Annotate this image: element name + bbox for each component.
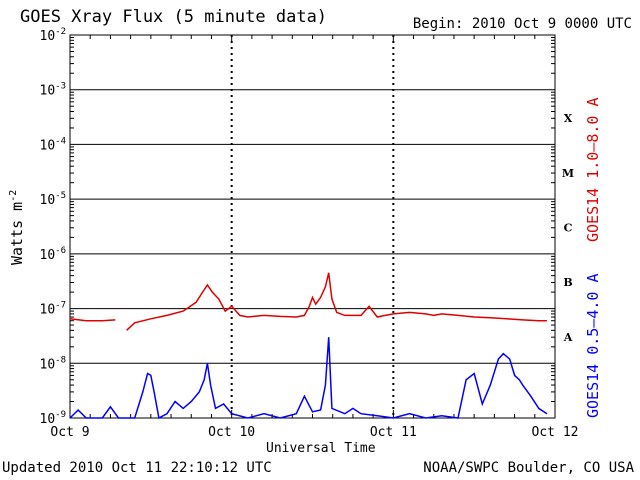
flare-class-label: M — [562, 167, 574, 180]
y-tick-label: 10-6 — [40, 246, 67, 263]
y-tick-label: 10-3 — [40, 82, 67, 99]
x-tick-label: Oct 11 — [370, 425, 417, 440]
y-tick-exponent: -5 — [55, 191, 66, 201]
plot-frame — [69, 34, 556, 419]
y-axis-label: Watts m-2 — [8, 190, 26, 265]
updated-timestamp: Updated 2010 Oct 11 22:10:12 UTC — [2, 460, 272, 476]
source-credit: NOAA/SWPC Boulder, CO USA — [423, 460, 634, 476]
y-tick-exponent: -3 — [55, 82, 66, 92]
x-tick-label: Oct 9 — [50, 425, 89, 440]
short-wave-series-label: GOES14 0.5–4.0 A — [584, 273, 602, 419]
y-tick-label: 10-5 — [40, 191, 67, 208]
y-tick-label: 10-7 — [40, 301, 67, 318]
series-long-wave-line — [69, 272, 547, 331]
y-tick-exponent: -4 — [55, 136, 66, 146]
chart-title: GOES Xray Flux (5 minute data) — [20, 7, 328, 27]
y-tick-label: 10-4 — [40, 136, 67, 153]
flare-class-label: A — [563, 331, 573, 344]
y-tick-exponent: -6 — [55, 246, 66, 256]
y-tick-exponent: -7 — [55, 301, 66, 311]
x-tick-label: Oct 12 — [532, 425, 579, 440]
y-tick-label: 10-2 — [40, 27, 67, 44]
flare-class-label: X — [564, 112, 573, 125]
y-tick-exponent: -2 — [55, 27, 66, 37]
y-axis-label-exponent: -2 — [8, 189, 19, 202]
flare-class-label: B — [563, 276, 572, 289]
begin-time: Begin: 2010 Oct 9 0000 UTC — [412, 16, 632, 32]
y-tick-exponent: -9 — [55, 410, 66, 420]
long-wave-series-label: GOES14 1.0–8.0 A — [584, 97, 602, 243]
x-axis-label: Universal Time — [266, 441, 376, 456]
series-short-wave-line — [69, 337, 548, 420]
y-axis-label-text: Watts m — [8, 201, 26, 265]
flare-class-label: C — [564, 222, 573, 235]
y-tick-exponent: -8 — [55, 355, 66, 365]
y-tick-label: 10-8 — [40, 355, 67, 372]
x-tick-label: Oct 10 — [208, 425, 255, 440]
